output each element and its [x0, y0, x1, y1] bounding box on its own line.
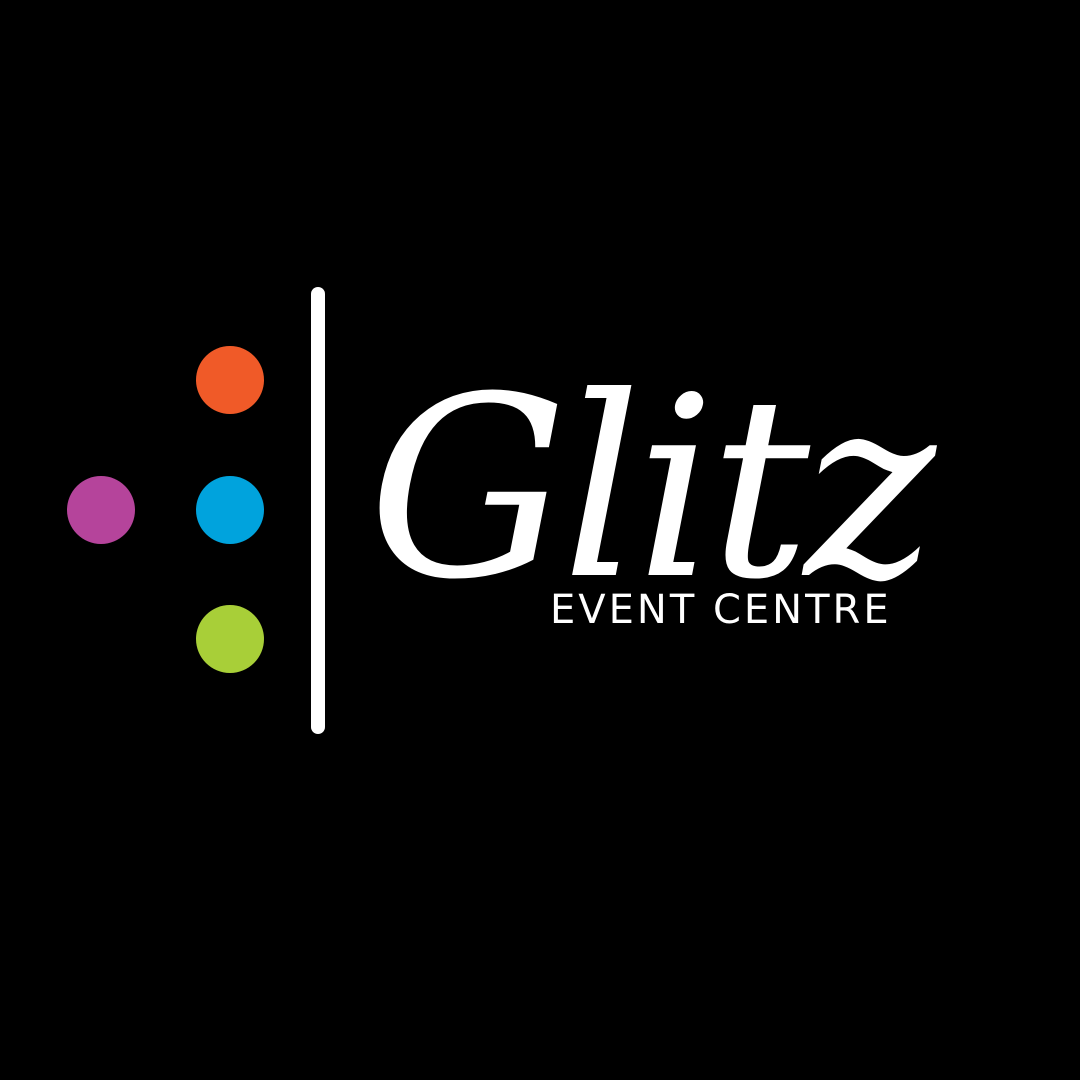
logo-tagline: EVENT CENTRE — [550, 587, 892, 633]
green-dot-icon — [196, 605, 264, 673]
logo-wordmark: Glitz — [368, 343, 937, 634]
blue-dot-icon — [196, 476, 264, 544]
magenta-dot-icon — [67, 476, 135, 544]
orange-dot-icon — [196, 346, 264, 414]
